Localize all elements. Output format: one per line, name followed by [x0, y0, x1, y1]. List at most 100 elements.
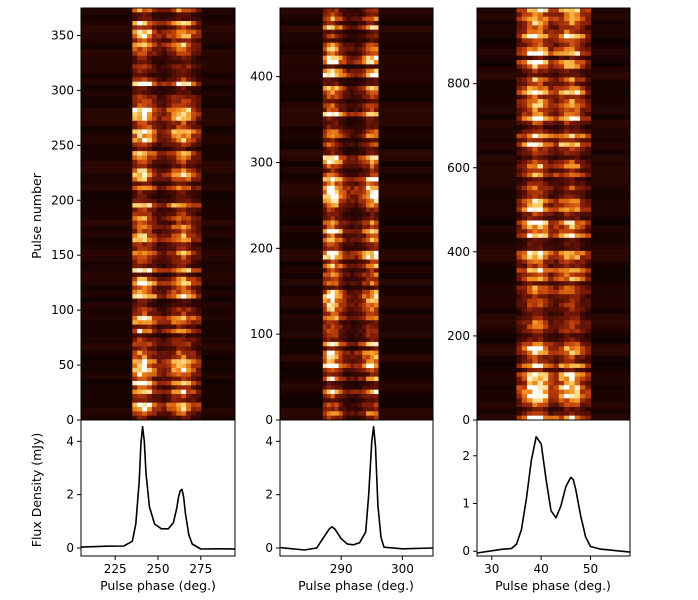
waterfall-cell [176, 406, 182, 412]
waterfall-cell [346, 94, 351, 100]
waterfall-cell [574, 315, 581, 321]
waterfall-cell [366, 250, 371, 256]
waterfall-cell [537, 380, 544, 386]
waterfall-cell [558, 337, 565, 343]
waterfall-cell [322, 138, 328, 143]
waterfall-cell [516, 281, 523, 286]
waterfall-cell [195, 73, 202, 78]
waterfall-cell [342, 86, 348, 91]
waterfall-cell [171, 272, 177, 278]
waterfall-cell [370, 51, 375, 57]
waterfall-cell [166, 73, 173, 78]
waterfall-cell [579, 151, 586, 156]
waterfall-cell [569, 42, 576, 48]
waterfall-cell [161, 38, 168, 44]
waterfall-cell [564, 276, 570, 282]
waterfall-cell [147, 346, 153, 352]
waterfall-cell [585, 224, 592, 230]
waterfall-cell [342, 77, 348, 83]
waterfall-cell [156, 94, 163, 100]
waterfall-cell [569, 172, 576, 178]
waterfall-cell [346, 237, 351, 243]
waterfall-cell [553, 203, 560, 208]
waterfall-cell [542, 112, 549, 117]
waterfall-cell [537, 181, 544, 187]
waterfall-cell [326, 263, 332, 269]
waterfall-cell [373, 64, 379, 70]
waterfall-cell [142, 133, 148, 139]
waterfall-cell [370, 354, 375, 360]
waterfall-cell [186, 68, 192, 74]
waterfall-cell [558, 116, 565, 122]
waterfall-cell [553, 16, 560, 22]
waterfall-cell [537, 333, 544, 338]
waterfall-cell [527, 376, 533, 382]
waterfall-cell [342, 73, 348, 78]
waterfall-cell [373, 328, 379, 334]
waterfall-cell [350, 107, 355, 113]
waterfall-cell [527, 380, 533, 386]
waterfall-cell [542, 142, 549, 148]
waterfall-cell [322, 168, 328, 174]
waterfall-cell [156, 55, 163, 61]
waterfall-cell [326, 294, 332, 299]
waterfall-cell [362, 315, 367, 321]
waterfall-cell [350, 103, 355, 109]
waterfall-cell [338, 398, 344, 404]
waterfall-cell [171, 328, 177, 334]
waterfall-cell [142, 311, 148, 317]
waterfall-cell [181, 289, 187, 295]
waterfall-cell [558, 207, 565, 213]
waterfall-cell [166, 320, 173, 325]
waterfall-cell [354, 315, 359, 321]
waterfall-cell [585, 81, 592, 87]
waterfall-cell [532, 185, 539, 191]
waterfall-cell [579, 142, 586, 148]
waterfall-cell [521, 389, 528, 395]
waterfall-cell [171, 294, 177, 299]
waterfall-cell [176, 350, 182, 356]
waterfall-cell [330, 86, 336, 91]
waterfall-cell [346, 320, 351, 325]
waterfall-cell [366, 229, 371, 234]
waterfall-cell [370, 120, 375, 126]
waterfall-cell [142, 285, 148, 291]
waterfall-cell [181, 77, 187, 83]
waterfall-cell [350, 8, 355, 13]
waterfall-cell [532, 181, 539, 187]
waterfall-cell [521, 380, 528, 386]
waterfall-cell [532, 86, 539, 91]
waterfall-cell [346, 406, 351, 412]
waterfall-cell [579, 359, 586, 365]
waterfall-cell [191, 294, 197, 299]
waterfall-cell [156, 47, 163, 52]
waterfall-cell [132, 242, 138, 247]
waterfall-cell [537, 133, 544, 139]
waterfall-cell [569, 346, 576, 352]
waterfall-cell [142, 125, 148, 130]
waterfall-cell [142, 99, 148, 104]
waterfall-cell [132, 220, 138, 226]
waterfall-cell [564, 138, 570, 143]
waterfall-cell [585, 125, 592, 130]
waterfall-cell [191, 99, 197, 104]
waterfall-cell [161, 320, 168, 325]
waterfall-cell [362, 359, 367, 365]
waterfall-cell [322, 263, 328, 269]
waterfall-cell [548, 86, 555, 91]
profile-ytick-label: 2 [462, 449, 470, 463]
waterfall-cell [195, 16, 202, 22]
waterfall-cell [373, 177, 379, 182]
waterfall-cell [334, 194, 340, 200]
waterfall-cell [156, 380, 163, 386]
waterfall-cell [151, 103, 158, 109]
waterfall-cell [142, 142, 148, 148]
waterfall-cell [362, 263, 367, 269]
waterfall-cell [569, 272, 576, 278]
waterfall-cell [553, 112, 560, 117]
waterfall-cell [579, 341, 586, 347]
waterfall-ytick-label: 100 [250, 327, 273, 341]
waterfall-cell [338, 138, 344, 143]
waterfall-cell [373, 281, 379, 286]
profile-ytick-label: 0 [462, 544, 470, 558]
